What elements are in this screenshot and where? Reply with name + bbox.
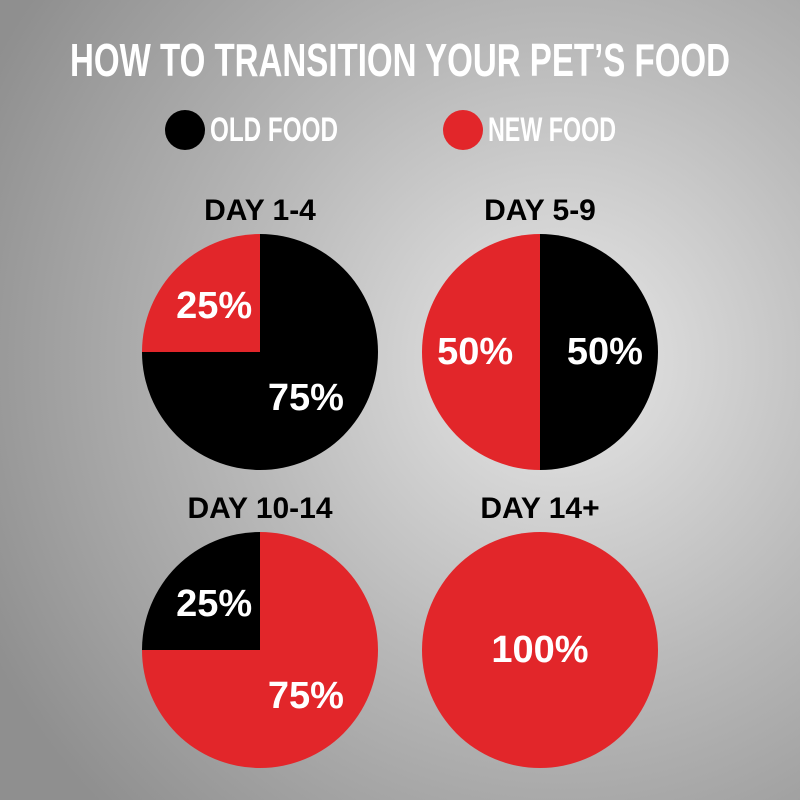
legend-swatch bbox=[165, 110, 205, 150]
value-label: 25% bbox=[176, 285, 252, 327]
pie-title: DAY 10-14 bbox=[187, 492, 332, 525]
legend-label: OLD FOOD bbox=[210, 111, 338, 149]
pie-slice bbox=[142, 234, 378, 470]
pie-slice bbox=[422, 532, 658, 768]
value-label: 75% bbox=[268, 377, 344, 419]
value-label: 50% bbox=[567, 331, 643, 373]
value-label: 50% bbox=[437, 331, 513, 373]
value-label: 25% bbox=[176, 583, 252, 625]
title: HOW TO TRANSITION YOUR PET’S FOOD bbox=[70, 34, 730, 86]
legend-label: NEW FOOD bbox=[488, 111, 616, 149]
value-label: 100% bbox=[491, 629, 588, 671]
pie-slice bbox=[142, 532, 260, 650]
pie-title: DAY 1-4 bbox=[204, 194, 316, 227]
legend-swatch bbox=[443, 110, 483, 150]
pie-title: DAY 5-9 bbox=[484, 194, 596, 227]
pie-slice bbox=[422, 234, 540, 470]
pie-slice bbox=[142, 532, 378, 768]
pie-slice bbox=[142, 234, 260, 352]
pie-title: DAY 14+ bbox=[480, 492, 599, 525]
value-label: 75% bbox=[268, 675, 344, 717]
pie-slice bbox=[540, 234, 658, 470]
